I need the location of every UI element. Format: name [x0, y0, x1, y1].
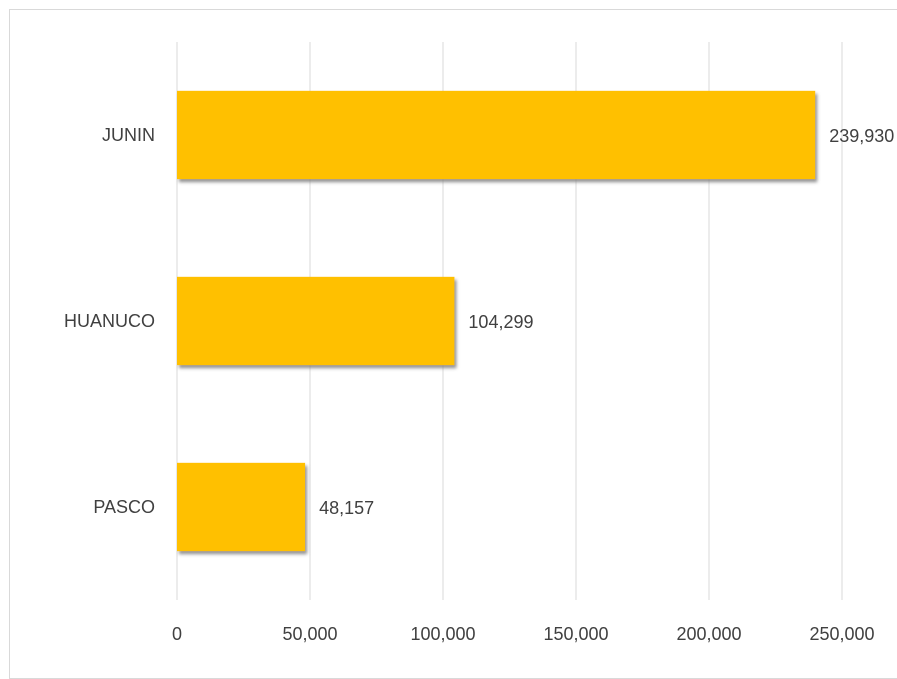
bar-chart: JUNIN HUANUCO PASCO 239,930 104,299 48,157 0…: [64, 42, 894, 644]
category-label: PASCO: [93, 497, 155, 517]
x-tick-label: 0: [172, 624, 182, 644]
x-tick-label: 200,000: [676, 624, 741, 644]
x-tick-label: 100,000: [410, 624, 475, 644]
category-labels: JUNIN HUANUCO PASCO: [64, 125, 155, 517]
bar: [177, 462, 306, 552]
data-labels: 239,930 104,299 48,157: [319, 126, 894, 518]
bar: [177, 276, 455, 366]
bars: [177, 90, 816, 552]
data-label: 104,299: [468, 312, 533, 332]
data-label: 239,930: [829, 126, 894, 146]
category-label: JUNIN: [102, 125, 155, 145]
category-label: HUANUCO: [64, 311, 155, 331]
x-axis-tick-labels: 0 50,000 100,000 150,000 200,000 250,000: [172, 624, 875, 644]
x-tick-label: 50,000: [282, 624, 337, 644]
x-tick-label: 250,000: [809, 624, 874, 644]
bar: [177, 90, 816, 180]
x-tick-label: 150,000: [543, 624, 608, 644]
data-label: 48,157: [319, 498, 374, 518]
